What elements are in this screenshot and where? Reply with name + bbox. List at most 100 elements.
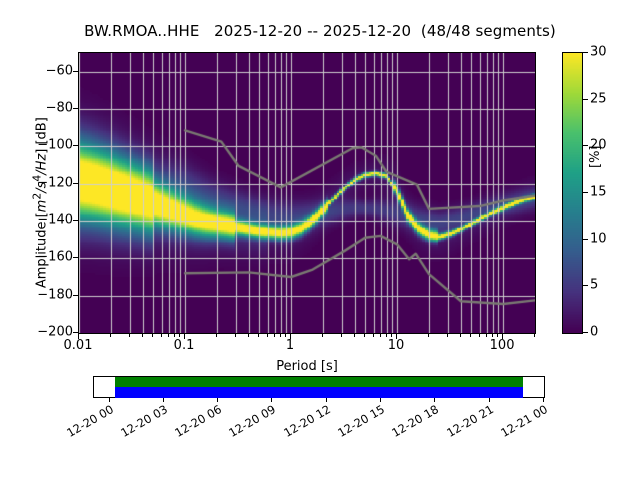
x-tick-minor — [174, 334, 175, 337]
coverage-tick-label: 12-20 12 — [280, 402, 333, 440]
x-tick-major — [78, 334, 79, 339]
x-tick-label: 0.01 — [63, 338, 93, 353]
coverage-tick-mark — [326, 398, 327, 402]
y-tick-mark — [73, 108, 78, 109]
coverage-tick-label: 12-20 18 — [389, 402, 442, 440]
x-tick-minor — [354, 334, 355, 337]
x-tick-minor — [267, 334, 268, 337]
y-tick-label: −60 — [45, 63, 73, 79]
x-tick-major — [502, 334, 503, 339]
ppsd-plot-area[interactable] — [78, 52, 536, 334]
x-axis-label: Period [s] — [276, 359, 338, 374]
x-tick-minor — [129, 334, 130, 337]
x-tick-minor — [373, 334, 374, 337]
x-tick-minor — [497, 334, 498, 337]
x-tick-major — [396, 334, 397, 339]
x-tick-minor — [492, 334, 493, 337]
coverage-tick-label: 12-20 15 — [335, 402, 388, 440]
coverage-blue-band — [114, 387, 524, 398]
coverage-tick-mark — [109, 398, 110, 402]
x-tick-minor — [152, 334, 153, 337]
y-tick-label: −120 — [37, 175, 73, 191]
coverage-tick-label: 12-20 06 — [172, 402, 225, 440]
coverage-tick-mark — [217, 398, 218, 402]
x-tick-minor — [470, 334, 471, 337]
colorbar-tick-mark — [583, 52, 588, 53]
x-tick-minor — [391, 334, 392, 337]
x-tick-minor — [447, 334, 448, 337]
x-tick-label: 100 — [489, 338, 515, 353]
x-tick-minor — [168, 334, 169, 337]
y-tick-label: −200 — [37, 324, 73, 340]
y-tick-label: −140 — [37, 212, 73, 228]
x-tick-minor — [142, 334, 143, 337]
coverage-tick-label: 12-21 00 — [498, 402, 550, 440]
x-tick-label: 0.1 — [173, 338, 195, 353]
coverage-tick-mark — [434, 398, 435, 402]
x-tick-label: 10 — [387, 338, 405, 353]
colorbar-tick-mark — [583, 99, 588, 100]
coverage-green-band — [114, 377, 524, 387]
coverage-tick-mark — [380, 398, 381, 402]
colorbar-tick-label: 5 — [590, 277, 599, 293]
colorbar-tick-label: 20 — [590, 137, 607, 153]
colorbar-tick-label: 0 — [590, 324, 599, 340]
coverage-tick-mark — [489, 398, 490, 402]
x-tick-minor — [274, 334, 275, 337]
x-tick-label: 1 — [285, 338, 295, 353]
x-tick-minor — [248, 334, 249, 337]
x-tick-minor — [428, 334, 429, 337]
colorbar-tick-mark — [583, 145, 588, 146]
x-tick-minor — [380, 334, 381, 337]
coverage-tick-label: 12-20 09 — [226, 402, 279, 440]
colorbar-tick-label: 10 — [590, 231, 607, 247]
x-tick-minor — [179, 334, 180, 337]
x-tick-minor — [216, 334, 217, 337]
x-tick-minor — [258, 334, 259, 337]
colorbar-tick-label: 30 — [590, 44, 607, 60]
x-tick-minor — [280, 334, 281, 337]
colorbar-tick-mark — [583, 192, 588, 193]
x-tick-minor — [110, 334, 111, 337]
coverage-tick-label: 12-20 21 — [443, 402, 496, 440]
x-tick-minor — [161, 334, 162, 337]
y-tick-mark — [73, 257, 78, 258]
coverage-tick-label: 12-20 03 — [118, 402, 170, 440]
y-tick-mark — [73, 145, 78, 146]
y-tick-mark — [73, 220, 78, 221]
y-tick-label: −80 — [45, 100, 73, 116]
x-tick-minor — [534, 334, 535, 337]
colorbar-tick-label: 15 — [590, 184, 607, 200]
coverage-tick-mark — [163, 398, 164, 402]
x-tick-minor — [386, 334, 387, 337]
colorbar-tick-mark — [583, 332, 588, 333]
y-tick-label: −100 — [37, 137, 73, 153]
colorbar-tick-label: 25 — [590, 91, 607, 107]
x-tick-minor — [364, 334, 365, 337]
y-tick-label: −180 — [37, 287, 73, 303]
y-tick-mark — [73, 332, 78, 333]
x-tick-major — [290, 334, 291, 339]
x-tick-minor — [341, 334, 342, 337]
x-tick-minor — [322, 334, 323, 337]
x-tick-minor — [235, 334, 236, 337]
y-tick-mark — [73, 71, 78, 72]
coverage-timeline[interactable] — [93, 376, 545, 398]
x-tick-minor — [479, 334, 480, 337]
colorbar[interactable] — [562, 52, 583, 334]
page-title: BW.RMOA..HHE 2025-12-20 -- 2025-12-20 (4… — [84, 22, 556, 40]
coverage-tick-mark — [543, 398, 544, 402]
y-tick-mark — [73, 295, 78, 296]
colorbar-tick-mark — [583, 285, 588, 286]
x-tick-minor — [285, 334, 286, 337]
x-tick-minor — [460, 334, 461, 337]
coverage-tick-mark — [271, 398, 272, 402]
y-tick-label: −160 — [37, 249, 73, 265]
y-tick-mark — [73, 183, 78, 184]
colorbar-tick-mark — [583, 239, 588, 240]
x-tick-minor — [486, 334, 487, 337]
x-tick-major — [184, 334, 185, 339]
ppsd-histogram-canvas — [79, 53, 535, 333]
colorbar-gradient — [563, 53, 582, 333]
